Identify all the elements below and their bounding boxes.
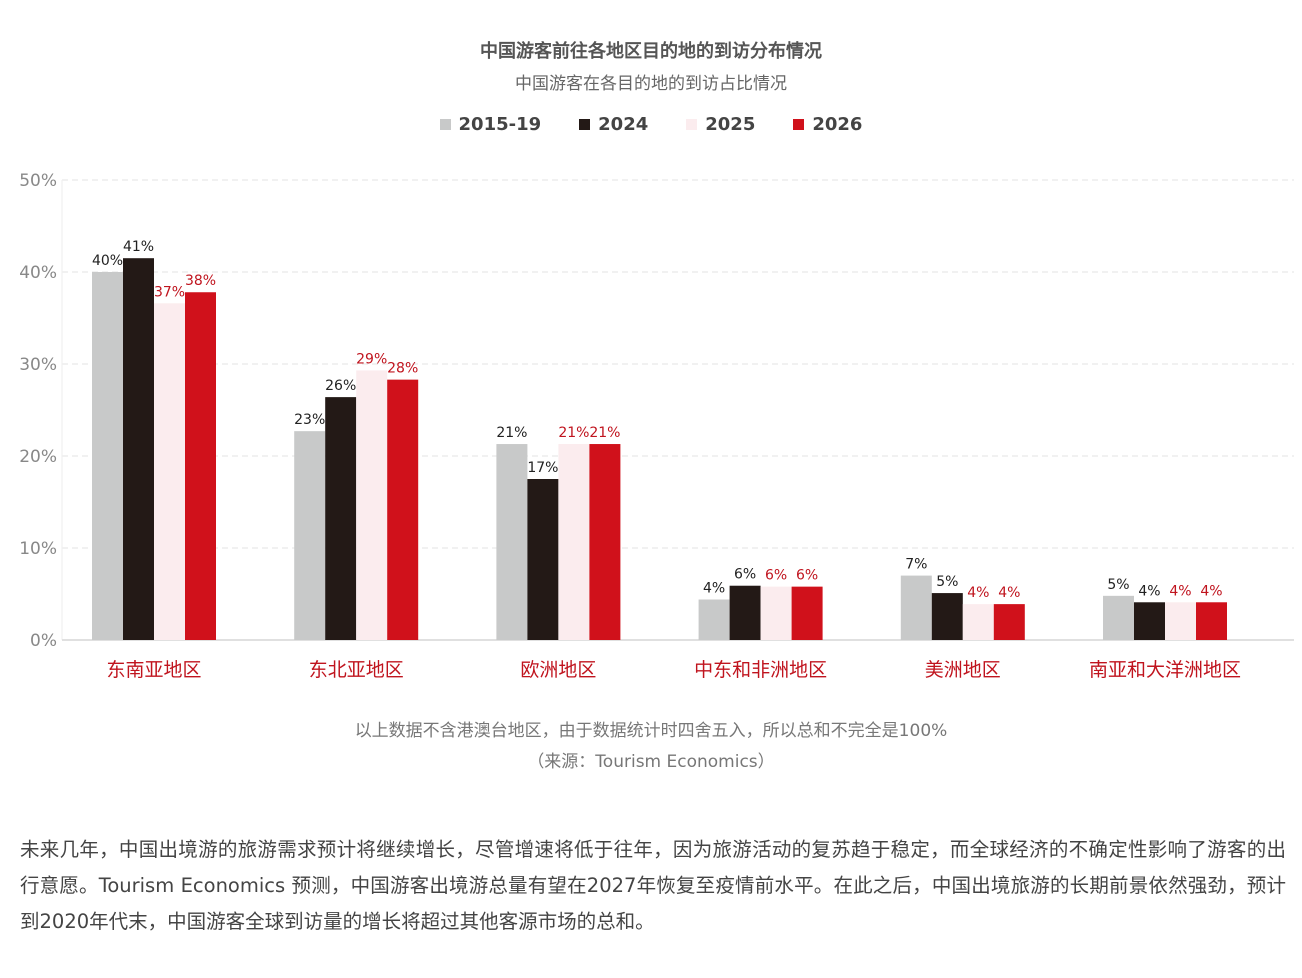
data-label: 28% <box>387 361 418 377</box>
bar-2026 <box>185 292 216 640</box>
y-tick-label: 10% <box>19 539 57 559</box>
data-label: 6% <box>765 568 787 584</box>
chart-title: 中国游客前往各地区目的地的到访分布情况 <box>480 41 822 62</box>
y-tick-label: 20% <box>19 447 57 467</box>
bar-2026 <box>589 444 621 640</box>
data-label: 21% <box>558 425 589 441</box>
y-tick-label: 40% <box>19 263 57 283</box>
x-tick-label: 南亚和大洋洲地区 <box>1089 659 1241 681</box>
body-paragraph: 未来几年，中国出境游的旅游需求预计将继续增长，尽管增速将低于往年，因为旅游活动的… <box>20 838 1286 933</box>
data-label: 4% <box>1169 583 1191 599</box>
data-label: 37% <box>154 284 185 300</box>
legend-swatch <box>439 119 451 130</box>
bar-2015-19 <box>1103 595 1134 640</box>
data-label: 23% <box>294 412 325 428</box>
bar-2025 <box>356 370 388 640</box>
data-label: 5% <box>936 574 958 590</box>
data-label: 21% <box>496 425 527 441</box>
bar-2024 <box>729 585 761 640</box>
bar-2024 <box>1134 602 1165 640</box>
data-label: 17% <box>527 460 558 476</box>
x-tick-label: 东南亚地区 <box>106 659 201 681</box>
bar-2024 <box>931 593 963 640</box>
data-label: 41% <box>123 239 154 255</box>
bar-2015-19 <box>698 599 730 640</box>
bar-2025 <box>154 303 185 640</box>
chart-legend: 2015-19 2024 2025 2026 <box>0 114 1302 135</box>
data-label: 6% <box>796 568 818 584</box>
data-label: 6% <box>734 567 756 583</box>
legend-label: 2015-19 <box>458 114 542 135</box>
legend-item-2015-19: 2015-19 <box>439 114 542 135</box>
bar-2015-19 <box>900 575 932 640</box>
y-tick-label: 50% <box>19 171 57 191</box>
bar-2025 <box>558 444 590 640</box>
note-line-2: （来源：Tourism Economics） <box>527 752 775 772</box>
legend-item-2026: 2026 <box>793 114 862 135</box>
bar-chart: 0%10%20%30%40%50%40%41%37%38%东南亚地区23%26%… <box>19 171 1294 681</box>
legend-item-2025: 2025 <box>686 114 755 135</box>
bar-2026 <box>1196 602 1227 640</box>
bar-2015-19 <box>92 272 123 640</box>
bar-2025 <box>760 586 792 640</box>
data-label: 40% <box>92 253 123 269</box>
legend-swatch <box>686 119 698 130</box>
data-label: 21% <box>589 425 620 441</box>
note-line-1: 以上数据不含港澳台地区，由于数据统计时四舍五入，所以总和不完全是100% <box>354 721 948 741</box>
data-label: 7% <box>905 557 927 573</box>
x-tick-label: 欧洲地区 <box>520 659 596 681</box>
legend-label: 2025 <box>705 114 756 135</box>
chart-note: 以上数据不含港澳台地区，由于数据统计时四舍五入，所以总和不完全是100% （来源… <box>0 716 1302 778</box>
y-tick-label: 30% <box>19 355 57 375</box>
chart-subtitle: 中国游客在各目的地的到访占比情况 <box>515 74 787 94</box>
data-label: 5% <box>1107 577 1129 593</box>
bar-2026 <box>791 586 823 640</box>
bar-2025 <box>962 604 994 640</box>
bar-2015-19 <box>496 444 528 640</box>
data-label: 29% <box>356 351 387 367</box>
bar-2015-19 <box>294 431 326 640</box>
legend-item-2024: 2024 <box>579 114 648 135</box>
data-label: 4% <box>998 585 1020 601</box>
data-label: 26% <box>325 378 356 394</box>
x-tick-label: 中东和非洲地区 <box>694 659 827 681</box>
bar-2026 <box>387 379 419 640</box>
bar-2024 <box>527 479 559 640</box>
data-label: 4% <box>1200 583 1222 599</box>
legend-label: 2026 <box>812 114 863 135</box>
bar-2024 <box>123 258 154 640</box>
data-label: 38% <box>185 273 216 289</box>
bar-2025 <box>1165 602 1196 640</box>
data-label: 4% <box>1138 583 1160 599</box>
x-tick-label: 东北亚地区 <box>309 659 404 681</box>
y-tick-label: 0% <box>30 631 57 651</box>
data-label: 4% <box>967 585 989 601</box>
bar-2026 <box>993 604 1025 640</box>
bar-2024 <box>325 397 357 640</box>
legend-swatch <box>793 119 805 130</box>
legend-label: 2024 <box>598 114 649 135</box>
legend-swatch <box>579 119 591 130</box>
data-label: 4% <box>703 581 725 597</box>
x-tick-label: 美洲地区 <box>925 659 1001 681</box>
